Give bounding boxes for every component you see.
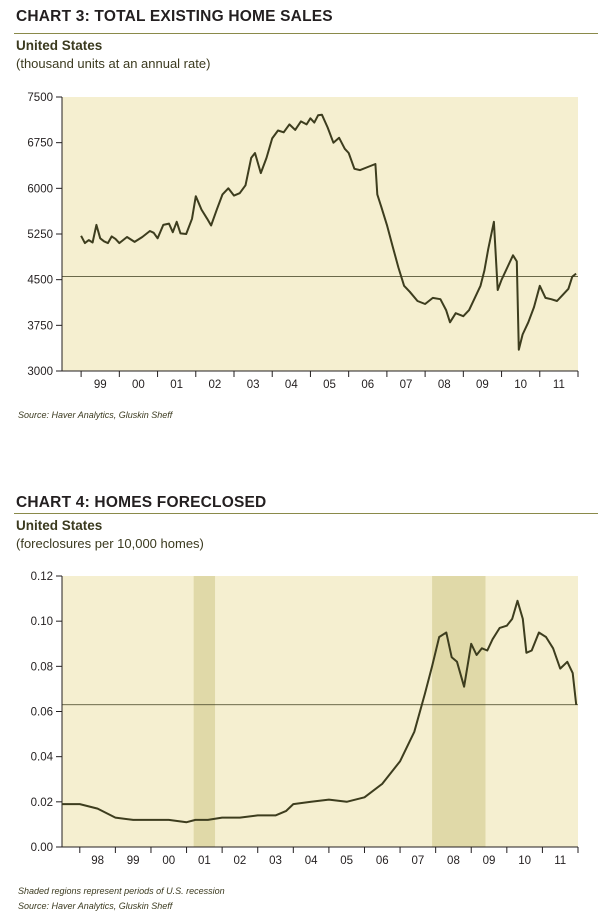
chart-4-recession-band-0 <box>193 576 216 847</box>
chart-3-y-tick-label: 4500 <box>27 275 53 287</box>
chart-3-panel: CHART 3: TOTAL EXISTING HOME SALES Unite… <box>0 0 600 440</box>
chart-3-series-line-0 <box>80 113 577 351</box>
chart-4-title: CHART 4: HOMES FORECLOSED <box>16 494 267 511</box>
chart-3-x-tick-label: 04 <box>285 379 298 391</box>
chart-3-y-tick-label: 6000 <box>27 183 53 195</box>
chart-3-x-tick-label: 00 <box>132 379 145 391</box>
chart-3-x-tick-label: 01 <box>170 379 183 391</box>
chart-4-x-tick-label: 06 <box>376 855 389 867</box>
chart-4-title-rule <box>14 513 598 514</box>
chart-3-x-tick-label: 99 <box>94 379 107 391</box>
chart-4-subtitle: United States <box>16 518 103 533</box>
chart-3-source: Source: Haver Analytics, Gluskin Sheff <box>18 410 173 420</box>
chart-3-y-tick-label: 6750 <box>27 138 53 150</box>
chart-3-y-tick-label: 5250 <box>27 229 53 241</box>
chart-4-y-tick-label: 0.00 <box>31 842 53 854</box>
chart-4-plot-area <box>62 576 578 847</box>
chart-3-title-rule <box>14 33 598 34</box>
chart-4-x-tick-label: 03 <box>269 855 282 867</box>
chart-4-recession-band-1 <box>432 576 486 847</box>
chart-3-x-tick-label: 09 <box>476 379 489 391</box>
chart-4-x-tick-label: 02 <box>234 855 247 867</box>
chart-4-x-tick-label: 10 <box>518 855 531 867</box>
chart-3-x-tick-label: 07 <box>400 379 413 391</box>
chart-4-y-tick-label: 0.10 <box>31 616 53 628</box>
chart-4-units: (foreclosures per 10,000 homes) <box>16 536 204 551</box>
chart-3-x-tick-label: 02 <box>208 379 221 391</box>
chart-4-y-tick-label: 0.06 <box>31 707 53 719</box>
chart-4-panel: CHART 4: HOMES FORECLOSED United States … <box>0 486 600 919</box>
chart-4-series-line-0 <box>62 599 578 824</box>
chart-4-y-tick-label: 0.02 <box>31 797 53 809</box>
chart-4-x-tick-label: 00 <box>162 855 175 867</box>
chart-4-x-tick-label: 09 <box>483 855 496 867</box>
chart-3-y-tick-label: 3750 <box>27 320 53 332</box>
chart-3-x-tick-label: 10 <box>514 379 527 391</box>
chart-4-x-tick-label: 01 <box>198 855 211 867</box>
chart-3-subtitle: United States <box>16 38 103 53</box>
chart-4-x-tick-label: 07 <box>411 855 424 867</box>
chart-4-x-tick-label: 04 <box>305 855 318 867</box>
chart-3-x-tick-label: 08 <box>438 379 451 391</box>
chart-3-x-tick-label: 05 <box>323 379 336 391</box>
chart-3-y-tick-label: 7500 <box>27 92 53 104</box>
chart-3-plot: 3000 3750 4500 5250 6000 6750 7500 99 00 01 02 03 04… <box>27 92 579 391</box>
chart-4-source: Source: Haver Analytics, Gluskin Sheff <box>18 901 173 911</box>
chart-3-x-tick-label: 06 <box>361 379 374 391</box>
chart-3-y-tick-label: 3000 <box>27 366 53 378</box>
chart-4-note: Shaded regions represent periods of U.S.… <box>18 886 225 896</box>
chart-4-x-tick-label: 11 <box>554 855 566 867</box>
chart-3-plot-area <box>62 97 578 371</box>
chart-4-plot: 0.00 0.02 0.04 0.06 0.08 0.10 0.12 98 99 00 01 02 03… <box>31 571 579 867</box>
chart-3-title: CHART 3: TOTAL EXISTING HOME SALES <box>16 8 333 25</box>
chart-4-x-tick-label: 98 <box>91 855 104 867</box>
chart-4-y-tick-label: 0.08 <box>31 661 53 673</box>
chart-4-x-tick-label: 99 <box>127 855 140 867</box>
chart-4-x-tick-label: 08 <box>447 855 460 867</box>
chart-3-x-tick-label: 11 <box>553 379 565 391</box>
chart-4-y-tick-label: 0.12 <box>31 571 53 583</box>
chart-4-x-tick-label: 05 <box>340 855 353 867</box>
chart-4-y-tick-label: 0.04 <box>31 752 54 764</box>
chart-3-units: (thousand units at an annual rate) <box>16 56 211 71</box>
chart-3-x-tick-label: 03 <box>247 379 260 391</box>
